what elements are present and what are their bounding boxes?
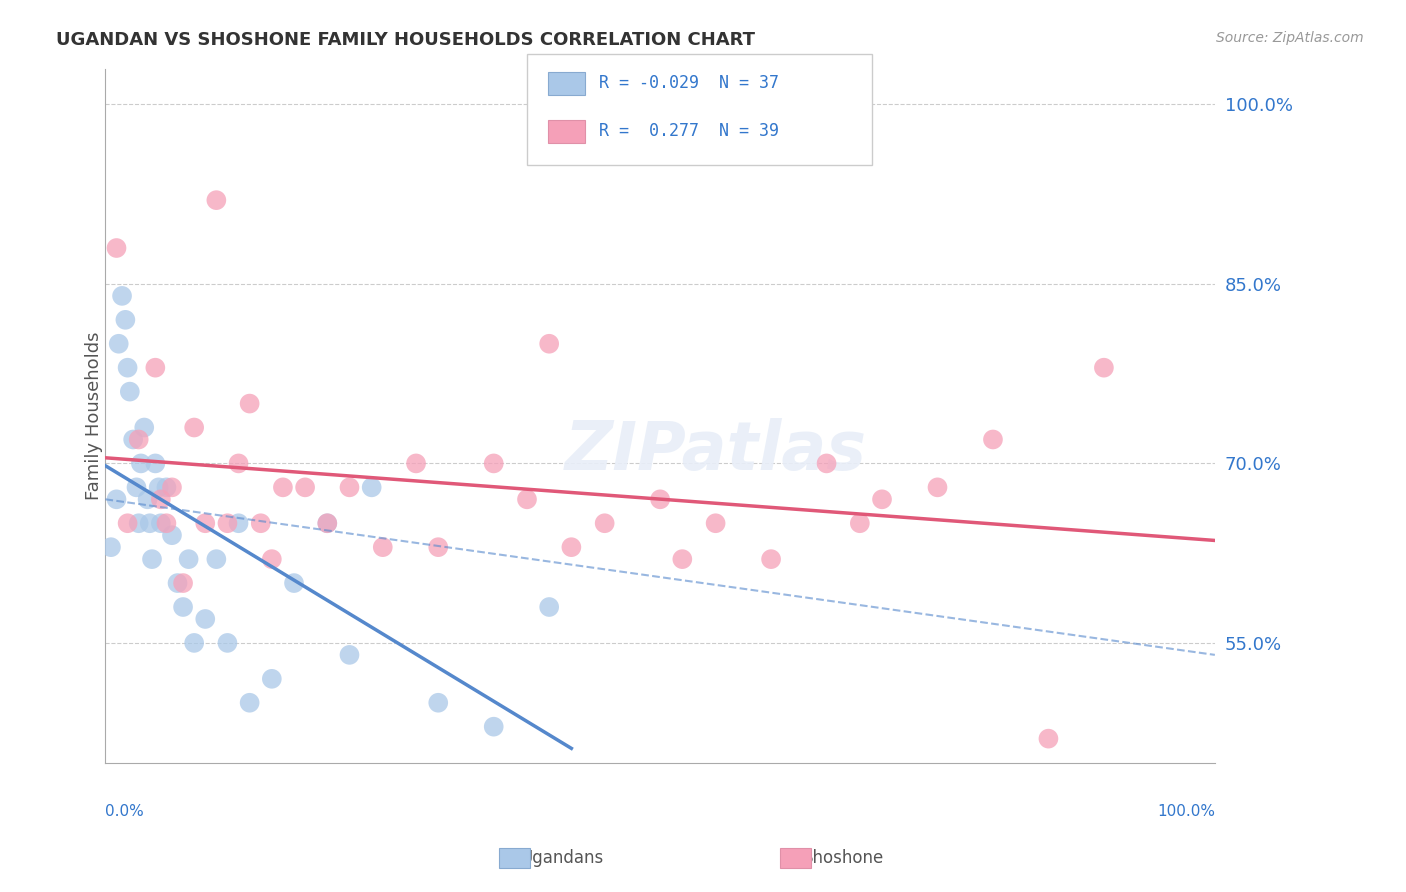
Text: UGANDAN VS SHOSHONE FAMILY HOUSEHOLDS CORRELATION CHART: UGANDAN VS SHOSHONE FAMILY HOUSEHOLDS CO… [56, 31, 755, 49]
Text: R = -0.029  N = 37: R = -0.029 N = 37 [599, 74, 779, 92]
Point [155, 480, 177, 494]
Point [1092, 360, 1115, 375]
Point [136, 492, 159, 507]
Point [405, 457, 427, 471]
Point [205, 193, 228, 207]
Point [228, 457, 250, 471]
Point [122, 433, 145, 447]
Point [177, 552, 200, 566]
Point [316, 516, 339, 531]
Point [139, 516, 162, 531]
Point [217, 516, 239, 531]
Point [593, 516, 616, 531]
Point [100, 540, 122, 554]
Point [927, 480, 949, 494]
Point [671, 552, 693, 566]
Point [166, 576, 188, 591]
Point [815, 457, 838, 471]
Point [538, 600, 561, 615]
Text: ZIPatlas: ZIPatlas [565, 418, 866, 484]
Point [172, 600, 194, 615]
Point [294, 480, 316, 494]
Point [560, 540, 582, 554]
Point [239, 396, 262, 410]
Point [143, 457, 166, 471]
Point [134, 420, 156, 434]
Point [183, 636, 205, 650]
Point [260, 672, 283, 686]
Point [371, 540, 394, 554]
Text: 0.0%: 0.0% [105, 805, 145, 820]
Point [249, 516, 271, 531]
Point [148, 480, 170, 494]
Point [339, 648, 361, 662]
Point [217, 636, 239, 650]
Point [704, 516, 727, 531]
Point [117, 360, 139, 375]
Point [538, 336, 561, 351]
Point [172, 576, 194, 591]
Point [141, 552, 163, 566]
Y-axis label: Family Households: Family Households [86, 331, 103, 500]
Point [239, 696, 262, 710]
Point [1038, 731, 1060, 746]
Point [870, 492, 893, 507]
Point [114, 313, 136, 327]
Point [316, 516, 339, 531]
Point [427, 696, 450, 710]
Point [160, 528, 183, 542]
Text: R =  0.277  N = 39: R = 0.277 N = 39 [599, 122, 779, 140]
Point [516, 492, 538, 507]
Point [194, 516, 217, 531]
Point [111, 289, 134, 303]
Text: Source: ZipAtlas.com: Source: ZipAtlas.com [1216, 31, 1364, 45]
Point [105, 492, 128, 507]
Point [650, 492, 672, 507]
Point [759, 552, 782, 566]
Point [205, 552, 228, 566]
Text: Shoshone: Shoshone [803, 849, 884, 867]
Point [125, 480, 148, 494]
Point [160, 480, 183, 494]
Point [427, 540, 450, 554]
Point [183, 420, 205, 434]
Point [118, 384, 141, 399]
Point [128, 433, 150, 447]
Point [849, 516, 872, 531]
Point [339, 480, 361, 494]
Point [260, 552, 283, 566]
Point [149, 516, 172, 531]
Point [117, 516, 139, 531]
Point [129, 457, 152, 471]
Point [128, 516, 150, 531]
Text: 100.0%: 100.0% [1157, 805, 1215, 820]
Point [194, 612, 217, 626]
Point [482, 457, 505, 471]
Point [155, 516, 177, 531]
Point [228, 516, 250, 531]
Point [105, 241, 128, 255]
Point [981, 433, 1004, 447]
Point [143, 360, 166, 375]
Point [271, 480, 294, 494]
Point [149, 492, 172, 507]
Point [360, 480, 382, 494]
Point [482, 720, 505, 734]
Point [107, 336, 129, 351]
Text: Ugandans: Ugandans [520, 849, 605, 867]
Point [283, 576, 305, 591]
